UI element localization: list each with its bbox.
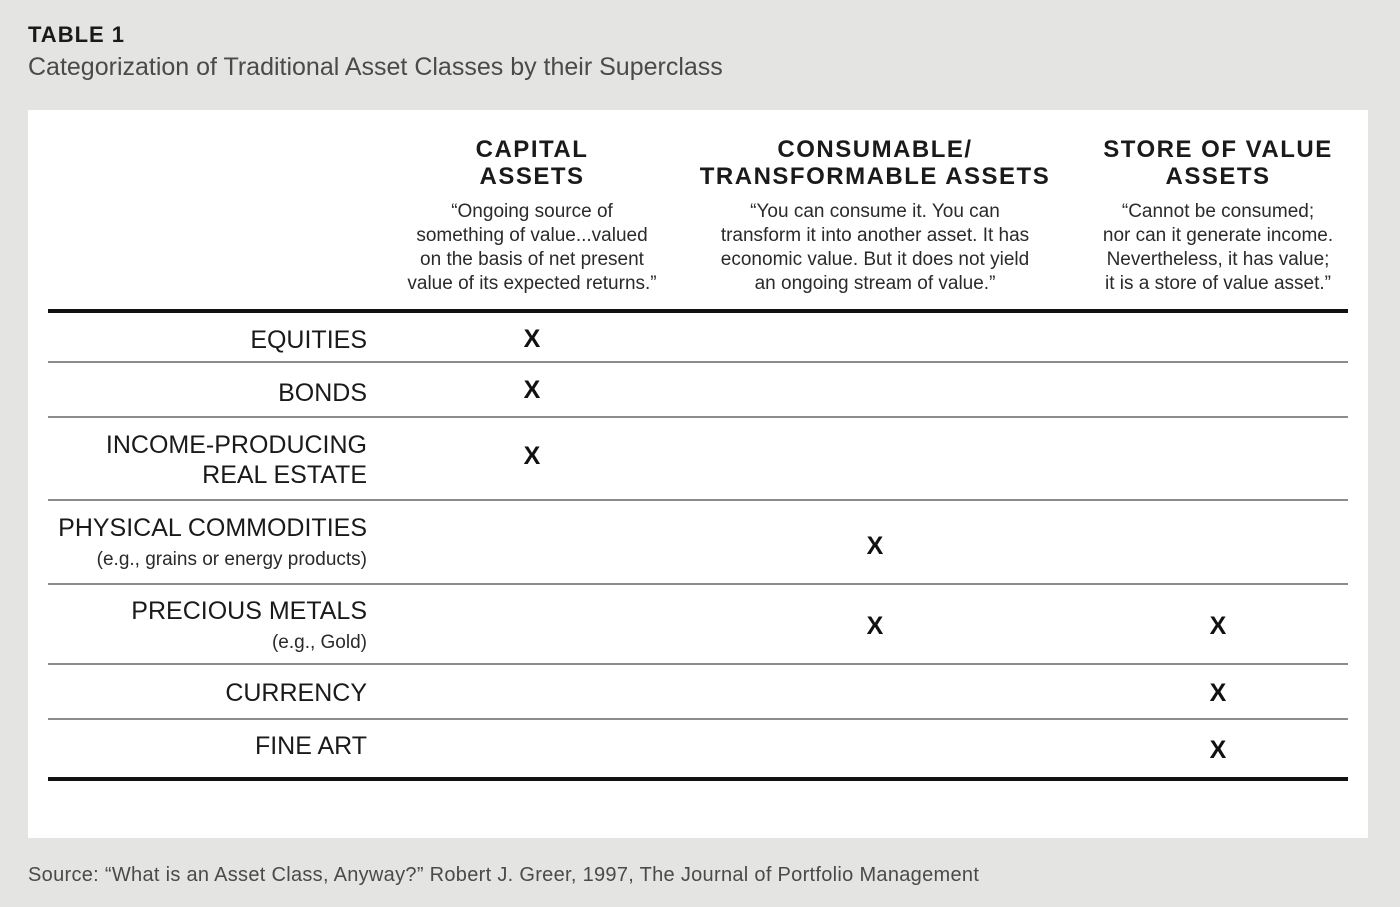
mark-precious-metals-consumable: X bbox=[866, 612, 884, 640]
row-divider bbox=[48, 718, 1348, 720]
row-divider bbox=[48, 663, 1348, 665]
header-rule bbox=[48, 309, 1348, 313]
bottom-rule bbox=[48, 777, 1348, 781]
table-panel: CAPITAL ASSETS “Ongoing source of someth… bbox=[28, 110, 1368, 838]
row-divider bbox=[48, 416, 1348, 418]
row-label-bonds: BONDS bbox=[278, 379, 367, 407]
row-label-fine-art: FINE ART bbox=[254, 732, 367, 760]
mark-commodities-consumable: X bbox=[866, 532, 884, 560]
table-number: TABLE 1 bbox=[28, 22, 126, 47]
column-title: CONSUMABLE/ TRANSFORMABLE ASSETS bbox=[699, 136, 1051, 190]
row-label-equities: EQUITIES bbox=[250, 326, 367, 354]
mark-equities-capital: X bbox=[523, 325, 541, 353]
column-header-consumable-assets: CONSUMABLE/ TRANSFORMABLE ASSETS “You ca… bbox=[690, 136, 1060, 296]
row-label-currency: CURRENCY bbox=[225, 679, 367, 707]
column-description: “Cannot be consumed; nor can it generate… bbox=[1102, 201, 1334, 294]
table-caption: Categorization of Traditional Asset Clas… bbox=[28, 53, 723, 81]
column-header-store-of-value-assets: STORE OF VALUE ASSETS “Cannot be consume… bbox=[1068, 136, 1368, 296]
column-title: STORE OF VALUE ASSETS bbox=[1103, 136, 1333, 190]
row-divider bbox=[48, 361, 1348, 363]
row-label-income-producing-real-estate: INCOME-PRODUCING REAL ESTATE bbox=[105, 431, 367, 489]
column-description: “Ongoing source of something of value...… bbox=[407, 201, 657, 294]
row-divider bbox=[48, 583, 1348, 585]
column-title: CAPITAL ASSETS bbox=[475, 136, 589, 190]
row-divider bbox=[48, 499, 1348, 501]
mark-precious-metals-store: X bbox=[1209, 612, 1227, 640]
mark-currency-store: X bbox=[1209, 679, 1227, 707]
column-description: “You can consume it. You can transform i… bbox=[720, 201, 1030, 294]
column-header-capital-assets: CAPITAL ASSETS “Ongoing source of someth… bbox=[382, 136, 682, 296]
mark-real-estate-capital: X bbox=[523, 442, 541, 470]
source-note: Source: “What is an Asset Class, Anyway?… bbox=[28, 864, 980, 886]
mark-fine-art-store: X bbox=[1209, 736, 1227, 764]
row-label-precious-metals: PRECIOUS METALS (e.g., Gold) bbox=[131, 597, 367, 653]
mark-bonds-capital: X bbox=[523, 376, 541, 404]
row-label-physical-commodities: PHYSICAL COMMODITIES (e.g., grains or en… bbox=[58, 514, 367, 570]
